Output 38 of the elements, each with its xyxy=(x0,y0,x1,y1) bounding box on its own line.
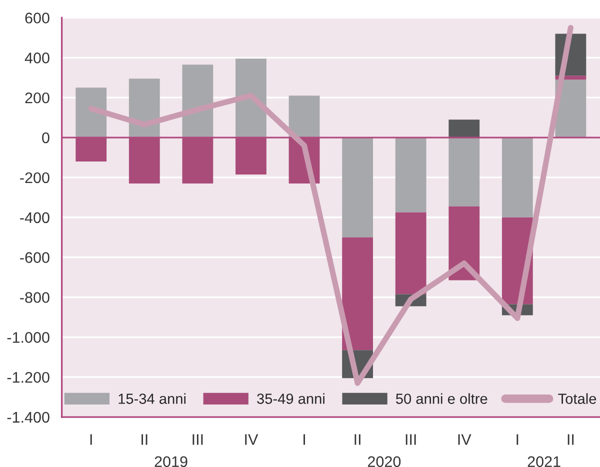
bar xyxy=(502,138,533,218)
y-tick-label: 0 xyxy=(42,132,50,144)
y-tick-label: -200 xyxy=(20,172,50,184)
x-tick-label: I xyxy=(304,434,305,445)
x-tick-label: III xyxy=(192,434,203,445)
legend-label: 15-34 anni xyxy=(118,393,186,404)
bar xyxy=(448,120,480,138)
text: 2020 xyxy=(368,456,401,467)
legend-label: 50 anni e oltre xyxy=(396,393,488,404)
x-tick-label: IV xyxy=(458,434,472,445)
y-tick-label: 200 xyxy=(25,92,50,104)
legend-label: 35-49 anni xyxy=(257,393,324,404)
x-tick-label: III xyxy=(406,434,416,445)
y-tick-label: -1.200 xyxy=(7,372,50,383)
x-tick-label: IV xyxy=(245,434,258,445)
y-tick-label: -800 xyxy=(20,292,50,303)
text: 2021 xyxy=(528,456,560,467)
bar xyxy=(395,212,426,294)
bar xyxy=(288,96,320,138)
x-tick-label: II xyxy=(568,434,574,445)
x-tick-label: II xyxy=(142,434,148,445)
text: 2019 xyxy=(154,456,188,467)
x-tick-label: I xyxy=(516,434,518,445)
y-tick-label: -400 xyxy=(20,212,50,224)
legend-label: Totale xyxy=(558,393,596,404)
y-tick-label: 400 xyxy=(24,52,50,64)
y-tick-label: -600 xyxy=(20,252,50,264)
y-tick-label: -1.000 xyxy=(7,332,50,343)
x-tick-label: II xyxy=(354,434,360,445)
y-tick-label: 600 xyxy=(25,12,50,24)
x-tick-label: I xyxy=(90,434,92,445)
y-tick-label: -1.400 xyxy=(7,412,50,423)
bar xyxy=(448,138,480,206)
bar xyxy=(76,88,107,138)
bar xyxy=(448,206,480,280)
bar xyxy=(342,237,373,350)
bar xyxy=(395,138,426,212)
bar xyxy=(342,138,373,238)
